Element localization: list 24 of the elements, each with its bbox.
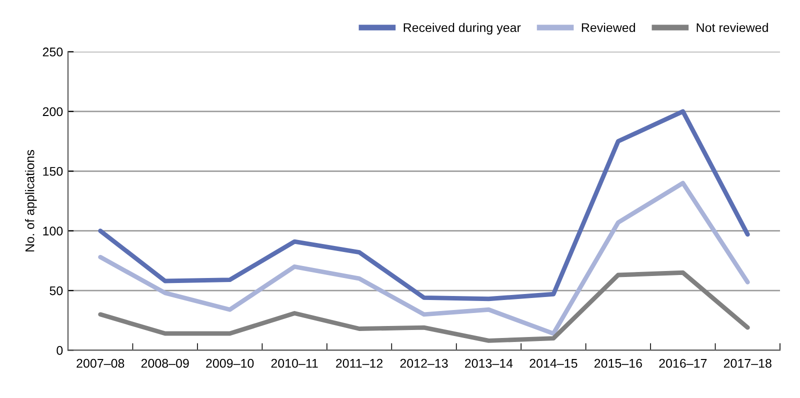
y-tick-label: 150 — [43, 166, 63, 176]
x-tick-label: 2009–10 — [206, 358, 254, 368]
x-tick-label: 2010–11 — [271, 358, 318, 368]
x-tick-label: 2012–13 — [400, 358, 448, 368]
x-tick-label: 2017–18 — [724, 358, 772, 368]
y-tick-label: 100 — [43, 226, 63, 236]
line-series — [98, 270, 750, 343]
x-tick-label: 2016–17 — [659, 358, 707, 368]
line-series — [98, 109, 750, 302]
x-tick-label: 2008–09 — [141, 358, 189, 368]
x-tick-label: 2015–16 — [594, 358, 642, 368]
x-tick-label: 2013–14 — [465, 358, 513, 368]
y-tick-label: 250 — [42, 48, 63, 56]
line-series — [98, 180, 750, 336]
legend-label: Received during year — [404, 22, 521, 35]
y-tick-label: 200 — [42, 107, 63, 116]
legend-label: Reviewed — [582, 22, 635, 32]
legend-label: Not reviewed — [696, 22, 768, 32]
x-tick-label: 2007–08 — [76, 358, 124, 368]
y-axis-title: No. of applications — [25, 150, 37, 252]
x-tick-label: 2011–12 — [336, 358, 383, 368]
y-tick-label: 50 — [50, 286, 63, 296]
x-tick-label: 2014–15 — [530, 358, 578, 368]
y-tick-label: 0 — [56, 346, 63, 355]
